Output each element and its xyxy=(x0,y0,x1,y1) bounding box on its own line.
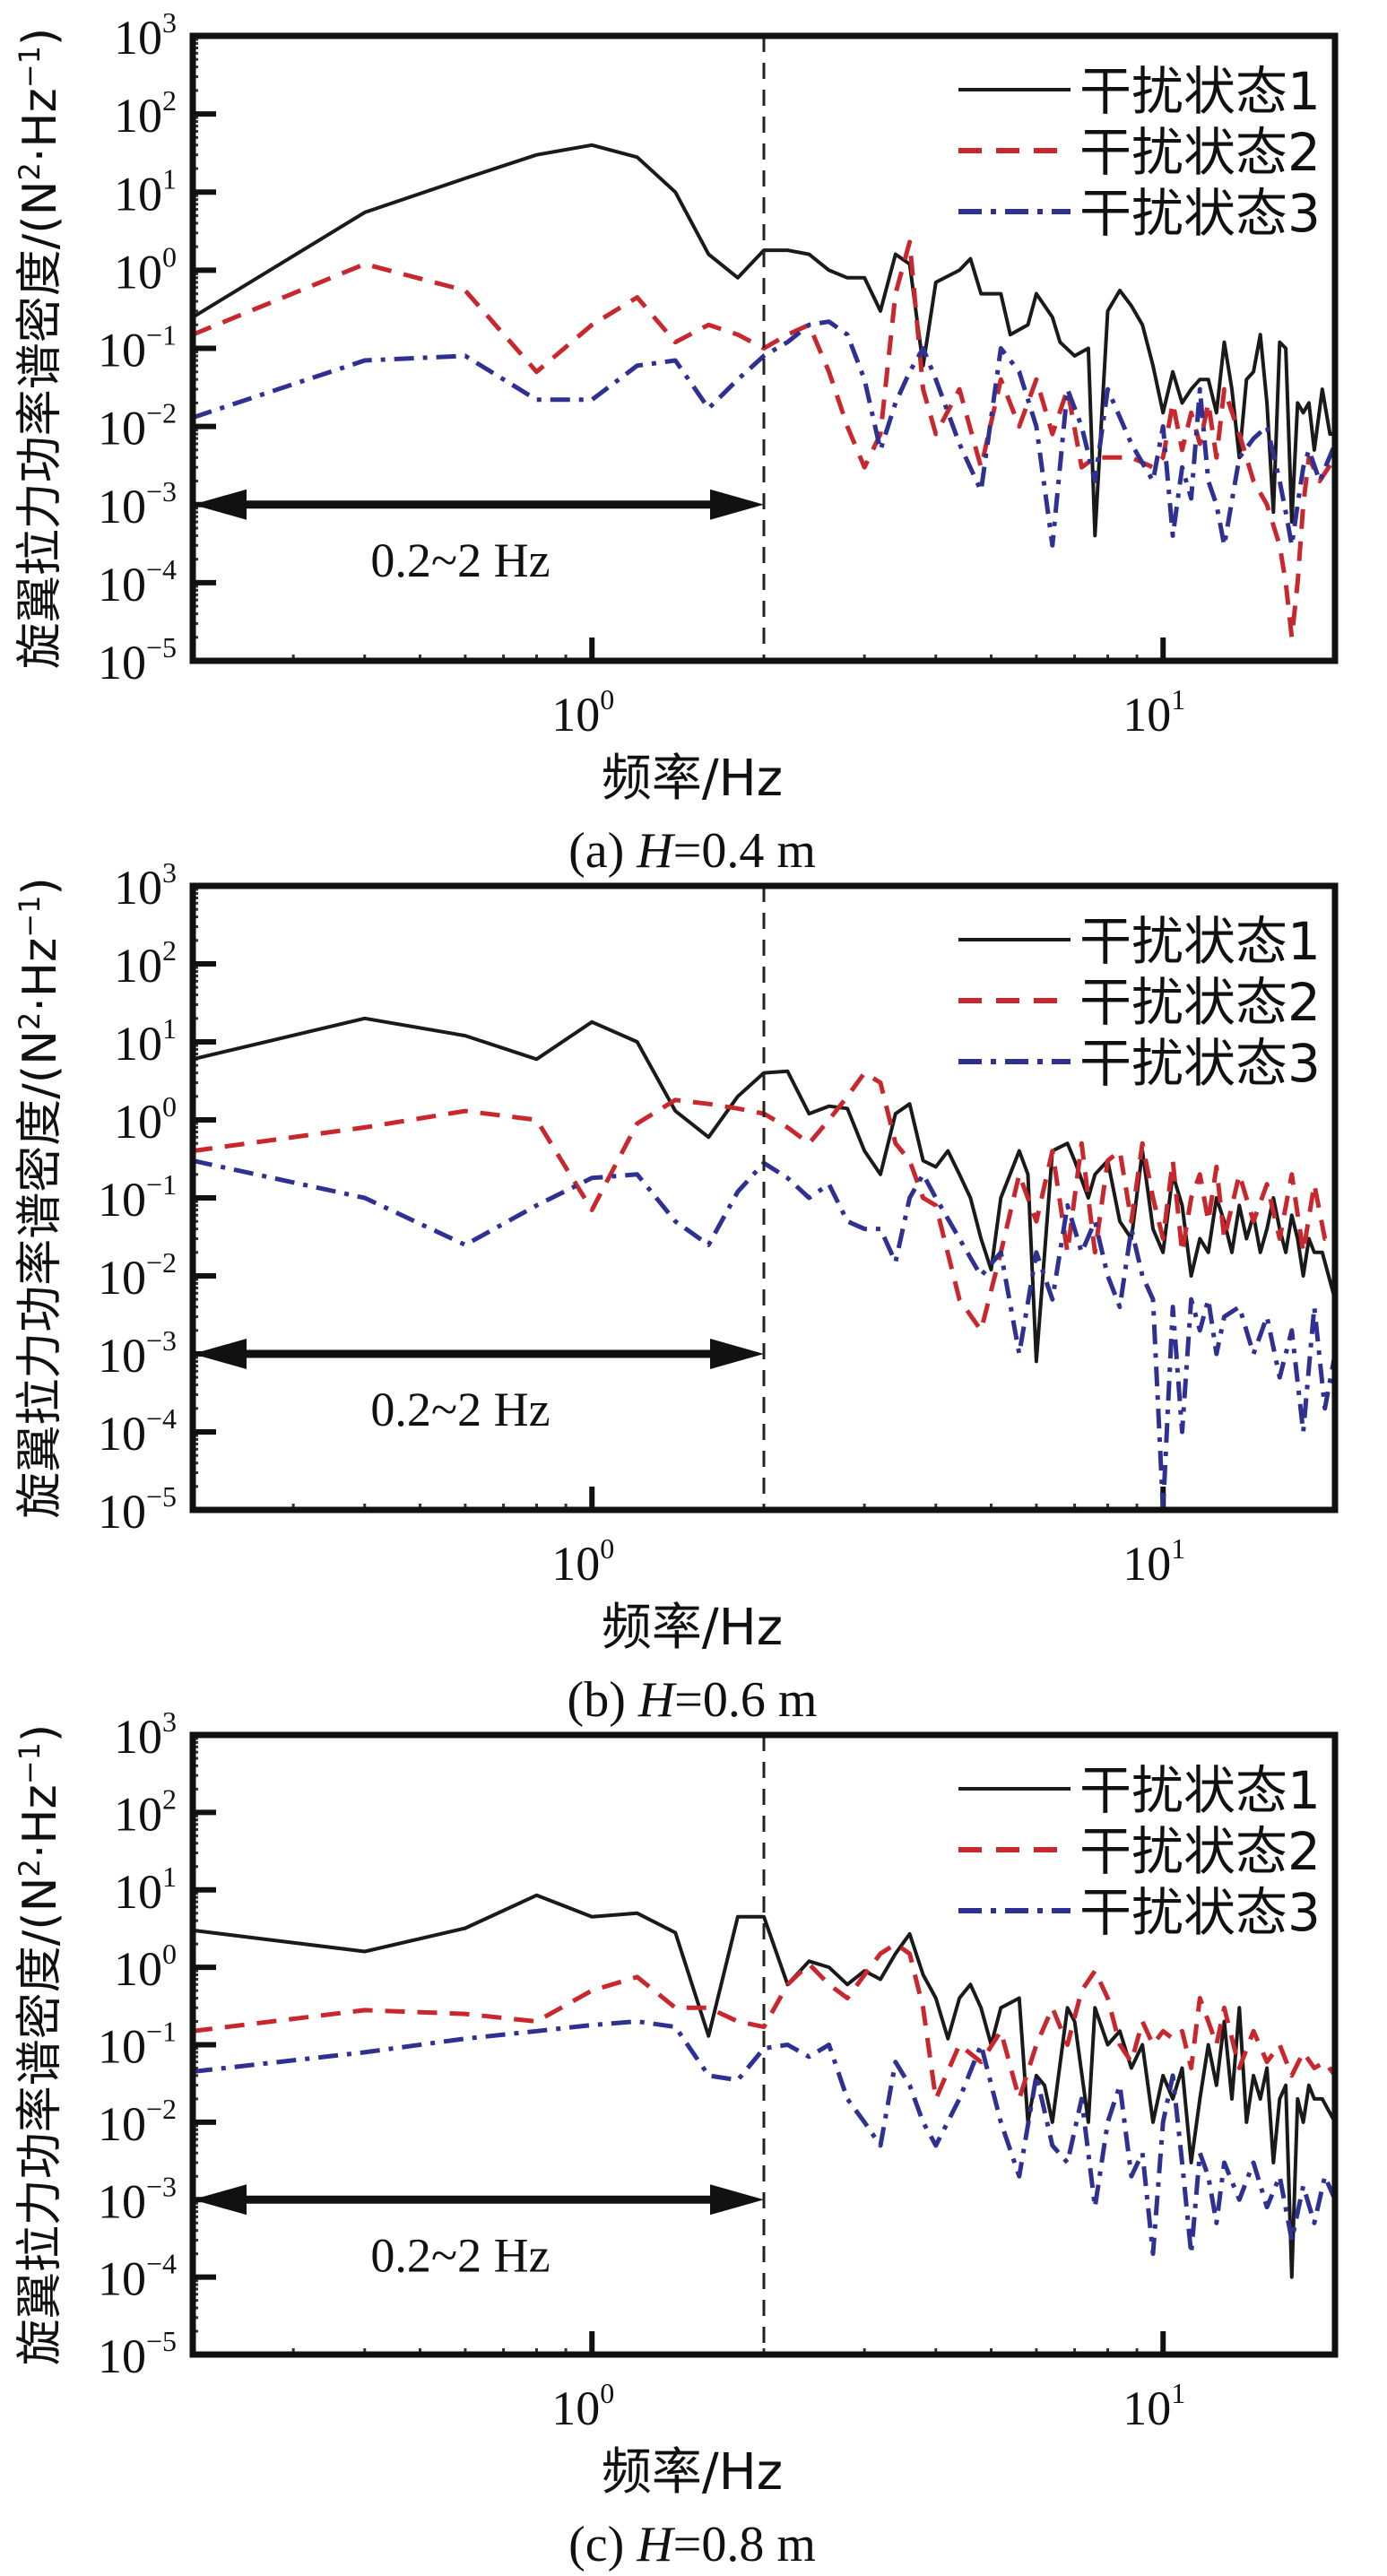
y-tick-label: 101 xyxy=(114,1012,177,1071)
y-axis-label: 旋翼拉力功率谱密度/(N2·Hz−1) xyxy=(13,877,67,1518)
panel-caption: (a) H=0.4 m xyxy=(568,823,816,879)
series-line-2 xyxy=(193,239,1335,640)
y-tick-label: 10−1 xyxy=(98,1168,177,1227)
y-axis: 10−5 10−4 10−3 10−2 10−1 100 101 102 103 xyxy=(98,856,216,1539)
y-tick-label: 101 xyxy=(114,1860,177,1919)
legend-label-2: 干扰状态2 xyxy=(1079,972,1321,1033)
chart-panel-a: 10−5 10−4 10−3 10−2 10−1 100 101 102 103 100 101 0.… xyxy=(13,6,1339,879)
legend-label-2: 干扰状态2 xyxy=(1079,1821,1321,1882)
series-line-2 xyxy=(193,1941,1335,2102)
y-tick-label: 102 xyxy=(114,1782,177,1841)
series-group xyxy=(193,1893,1335,2279)
y-axis: 10−5 10−4 10−3 10−2 10−1 100 101 102 103 xyxy=(98,1705,216,2383)
series-line-1 xyxy=(193,1016,1335,1364)
y-axis-label: 旋翼拉力功率谱密度/(N2·Hz−1) xyxy=(13,1724,67,2365)
y-tick-label: 103 xyxy=(114,6,177,65)
y-tick-label: 10−4 xyxy=(98,553,177,611)
series-line-3 xyxy=(193,1158,1335,1510)
x-axis: 100 101 xyxy=(551,637,1185,742)
band-arrow-right-head xyxy=(710,489,764,520)
y-tick-label: 10−1 xyxy=(98,319,177,377)
y-tick-label: 100 xyxy=(114,1090,177,1149)
y-tick-label: 10−2 xyxy=(98,397,177,455)
x-tick-label: 100 xyxy=(551,683,614,742)
series-line-1 xyxy=(193,143,1335,538)
y-tick-label: 102 xyxy=(114,934,177,993)
y-tick-label: 10−4 xyxy=(98,2248,177,2306)
legend-label-3: 干扰状态3 xyxy=(1079,1033,1321,1094)
band-label: 0.2~2 Hz xyxy=(370,2228,550,2282)
y-tick-label: 103 xyxy=(114,856,177,915)
panel-caption: (c) H=0.8 m xyxy=(568,2517,816,2572)
y-tick-label: 10−1 xyxy=(98,2016,177,2074)
legend-label-3: 干扰状态3 xyxy=(1079,1882,1321,1943)
band-arrow-left-head xyxy=(193,1339,247,1369)
series-line-3 xyxy=(193,2019,1335,2257)
x-axis-label: 频率/Hz xyxy=(602,750,783,808)
y-tick-label: 10−4 xyxy=(98,1402,177,1461)
legend-label-2: 干扰状态2 xyxy=(1079,122,1321,183)
x-tick-label: 100 xyxy=(551,1532,614,1591)
legend-label-1: 干扰状态1 xyxy=(1079,911,1321,972)
legend-label-3: 干扰状态3 xyxy=(1079,183,1321,244)
series-line-2 xyxy=(193,1071,1335,1333)
x-tick-label: 101 xyxy=(1123,2377,1185,2435)
band-label: 0.2~2 Hz xyxy=(370,1383,550,1436)
plot-frame xyxy=(189,882,1339,1514)
band-label: 0.2~2 Hz xyxy=(370,533,550,587)
x-axis-label: 频率/Hz xyxy=(602,2443,783,2502)
x-tick-label: 100 xyxy=(551,2377,614,2435)
y-tick-label: 102 xyxy=(114,84,177,143)
x-axis: 100 101 xyxy=(551,1487,1185,1591)
y-tick-label: 10−5 xyxy=(98,631,177,690)
y-tick-label: 100 xyxy=(114,240,177,299)
plot-frame xyxy=(189,1731,1339,2358)
legend-label-1: 干扰状态1 xyxy=(1079,61,1321,122)
y-tick-label: 10−2 xyxy=(98,1246,177,1305)
y-axis-label: 旋翼拉力功率谱密度/(N2·Hz−1) xyxy=(13,28,67,669)
plot-frame xyxy=(189,32,1339,664)
series-line-3 xyxy=(193,319,1335,548)
band-arrow-left-head xyxy=(193,489,247,520)
x-axis-label: 频率/Hz xyxy=(602,1599,783,1657)
x-axis: 100 101 xyxy=(551,2331,1185,2435)
y-tick-label: 10−5 xyxy=(98,1480,177,1539)
band-arrow-right-head xyxy=(710,1339,764,1369)
y-tick-label: 10−3 xyxy=(98,1324,177,1383)
y-tick-label: 10−3 xyxy=(98,475,177,533)
y-axis: 10−5 10−4 10−3 10−2 10−1 100 101 102 103 xyxy=(98,6,216,690)
band-arrow-left-head xyxy=(193,2184,247,2216)
band-arrow-right-head xyxy=(710,2184,764,2216)
chart-panel-b: 10−5 10−4 10−3 10−2 10−1 100 101 102 103 100 101 0.… xyxy=(13,856,1339,1728)
panel-caption: (b) H=0.6 m xyxy=(568,1672,818,1728)
y-tick-label: 10−3 xyxy=(98,2170,177,2228)
x-tick-label: 101 xyxy=(1123,683,1185,742)
legend-label-1: 干扰状态1 xyxy=(1079,1760,1321,1821)
y-tick-label: 100 xyxy=(114,1938,177,1996)
series-group xyxy=(193,1016,1335,1510)
y-tick-label: 103 xyxy=(114,1705,177,1764)
x-tick-label: 101 xyxy=(1123,1532,1185,1591)
chart-panel-c: 10−5 10−4 10−3 10−2 10−1 100 101 102 103 100 101 0.… xyxy=(13,1705,1339,2572)
y-tick-label: 101 xyxy=(114,162,177,221)
y-tick-label: 10−5 xyxy=(98,2325,177,2383)
series-group xyxy=(193,143,1335,640)
y-tick-label: 10−2 xyxy=(98,2093,177,2151)
